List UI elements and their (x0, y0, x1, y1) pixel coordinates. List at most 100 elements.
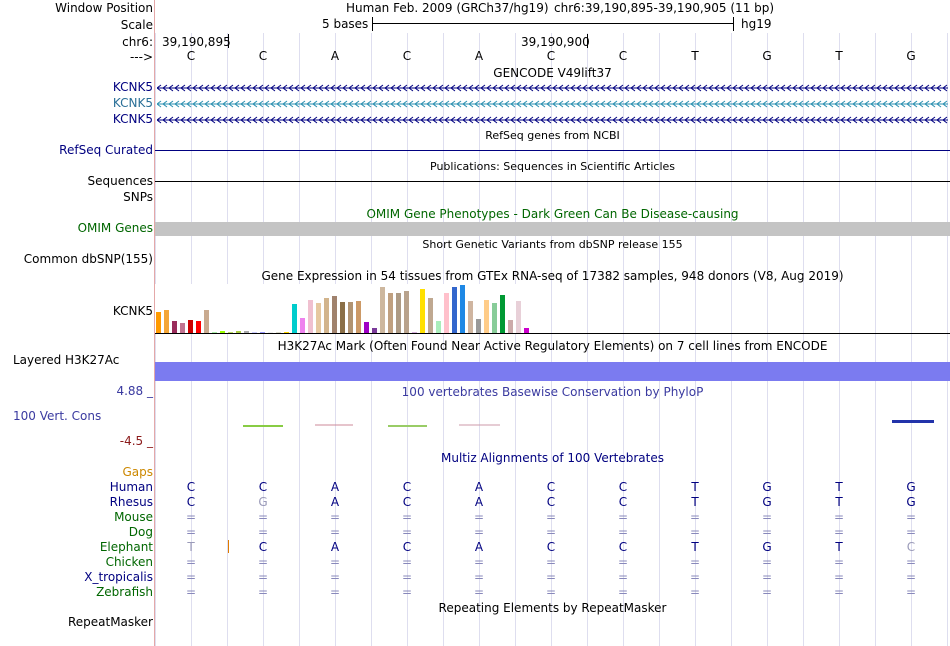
gencode-gene-label-1[interactable]: KCNK5 (112, 80, 153, 94)
alignment-base: G (762, 495, 772, 509)
gtex-tissue-bar[interactable] (460, 285, 465, 333)
gtex-tissue-bar[interactable] (212, 332, 217, 333)
gtex-tissue-bar[interactable] (348, 302, 353, 333)
gencode-transcript-1[interactable] (156, 82, 948, 92)
alignment-base: = (473, 570, 485, 584)
gtex-tissue-bar[interactable] (388, 293, 393, 333)
species-label-dog[interactable]: Dog (128, 525, 153, 539)
gtex-tissue-bar[interactable] (332, 296, 337, 333)
common-dbsnp-label[interactable]: Common dbSNP(155) (23, 252, 153, 266)
gaps-label[interactable]: Gaps (122, 465, 153, 479)
gtex-tissue-bar[interactable] (292, 304, 297, 333)
omim-phenotype-bar[interactable] (155, 222, 950, 236)
gtex-tissue-bar[interactable] (172, 321, 177, 333)
alignment-base: = (329, 525, 341, 539)
gtex-tissue-bar[interactable] (228, 332, 233, 333)
refseq-gene-line[interactable] (155, 150, 950, 151)
gencode-gene-label-3[interactable]: KCNK5 (112, 112, 153, 126)
gridline (551, 33, 552, 646)
refseq-curated-label[interactable]: RefSeq Curated (59, 143, 153, 157)
gtex-tissue-bar[interactable] (204, 310, 209, 333)
gtex-bar-area[interactable] (155, 284, 535, 333)
gtex-tissue-bar[interactable] (468, 301, 473, 333)
alignment-base: A (330, 495, 340, 509)
gencode-transcript-3[interactable] (156, 114, 948, 124)
gtex-tissue-bar[interactable] (244, 331, 249, 333)
gtex-tissue-bar[interactable] (220, 331, 225, 333)
gtex-tissue-bar[interactable] (380, 287, 385, 333)
gtex-tissue-bar[interactable] (492, 303, 497, 333)
strand-label: ---> (129, 50, 153, 64)
gencode-transcript-2[interactable] (156, 98, 948, 108)
sequences-label[interactable]: Sequences (87, 174, 153, 188)
gtex-tissue-bar[interactable] (420, 289, 425, 333)
gtex-tissue-bar[interactable] (340, 302, 345, 333)
gtex-tissue-bar[interactable] (404, 291, 409, 333)
alignment-base: T (835, 495, 843, 509)
species-label-x_tropicalis[interactable]: X_tropicalis (84, 570, 153, 584)
gtex-tissue-bar[interactable] (156, 312, 161, 333)
gridline (299, 33, 300, 646)
gtex-tissue-bar[interactable] (236, 331, 241, 333)
species-label-human[interactable]: Human (109, 480, 153, 494)
publications-sequence-line[interactable] (155, 181, 950, 182)
gtex-tissue-bar[interactable] (268, 332, 273, 333)
gtex-tissue-bar[interactable] (476, 319, 481, 333)
gencode-gene-label-2[interactable]: KCNK5 (112, 96, 153, 110)
gtex-tissue-bar[interactable] (516, 301, 521, 333)
omim-genes-label[interactable]: OMIM Genes (77, 221, 153, 235)
gtex-tissue-bar[interactable] (196, 321, 201, 333)
gridline (911, 33, 912, 646)
gridline (767, 33, 768, 646)
species-label-mouse[interactable]: Mouse (114, 510, 153, 524)
gtex-tissue-bar[interactable] (300, 318, 305, 333)
gtex-tissue-bar[interactable] (508, 320, 513, 333)
alignment-base: C (402, 540, 412, 554)
gtex-tissue-bar[interactable] (188, 320, 193, 333)
gtex-tissue-bar[interactable] (164, 310, 169, 333)
species-label-elephant[interactable]: Elephant (99, 540, 153, 554)
species-label-rhesus[interactable]: Rhesus (109, 495, 153, 509)
alignment-base: C (546, 480, 556, 494)
gtex-tissue-bar[interactable] (180, 323, 185, 333)
species-label-zebrafish[interactable]: Zebrafish (96, 585, 153, 599)
gtex-gene-label[interactable]: KCNK5 (112, 304, 153, 318)
gtex-tissue-bar[interactable] (436, 321, 441, 333)
base-letter: C (618, 49, 628, 63)
gtex-tissue-bar[interactable] (276, 332, 281, 333)
alignment-base: A (474, 480, 484, 494)
gtex-tissue-bar[interactable] (316, 303, 321, 333)
gtex-tissue-bar[interactable] (396, 293, 401, 333)
gtex-tissue-bar[interactable] (524, 328, 529, 333)
gtex-tissue-bar[interactable] (452, 287, 457, 333)
gtex-tissue-bar[interactable] (500, 295, 505, 333)
gtex-tissue-bar[interactable] (284, 332, 289, 333)
gtex-tissue-bar[interactable] (372, 328, 377, 333)
alignment-base: C (618, 480, 628, 494)
alignment-base: = (545, 555, 557, 569)
h3k27ac-signal[interactable] (155, 362, 950, 381)
gtex-tissue-bar[interactable] (356, 301, 361, 333)
gtex-tissue-bar[interactable] (252, 332, 257, 333)
gtex-tissue-bar[interactable] (364, 322, 369, 333)
gtex-tissue-bar[interactable] (484, 300, 489, 333)
gtex-tissue-bar[interactable] (444, 293, 449, 333)
gtex-tissue-bar[interactable] (260, 332, 265, 333)
gtex-tissue-bar[interactable] (412, 332, 417, 333)
base-letter: G (906, 49, 916, 63)
alignment-base: = (617, 585, 629, 599)
layered-h3k27ac-label[interactable]: Layered H3K27Ac (13, 353, 120, 367)
repeatmasker-track-title: Repeating Elements by RepeatMasker (438, 601, 667, 615)
gtex-tissue-bar[interactable] (428, 298, 433, 333)
phylop-plot[interactable] (155, 400, 950, 445)
base-letter: G (762, 49, 772, 63)
gtex-tissue-bar[interactable] (324, 298, 329, 333)
phylop-track-label[interactable]: 100 Vert. Cons (13, 409, 102, 423)
browser-image[interactable]: Human Feb. 2009 (GRCh37/hg19) chr6:39,19… (155, 0, 950, 646)
alignment-base: = (473, 585, 485, 599)
repeatmasker-label[interactable]: RepeatMasker (67, 615, 153, 629)
gtex-tissue-bar[interactable] (308, 300, 313, 333)
species-label-chicken[interactable]: Chicken (105, 555, 153, 569)
alignment-base: C (258, 540, 268, 554)
snps-label[interactable]: SNPs (123, 190, 153, 204)
